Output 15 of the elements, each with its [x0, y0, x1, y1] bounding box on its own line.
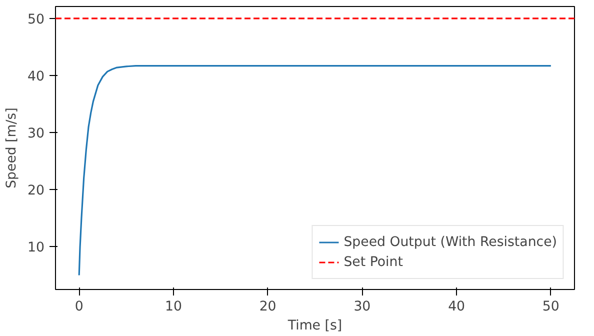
- y-tick-label: 50: [28, 12, 45, 28]
- x-tick-label: 0: [74, 300, 84, 314]
- y-tick-label: 20: [28, 184, 45, 199]
- y-axis-title: Speed [m/s]: [4, 108, 20, 188]
- x-axis-title: Time [s]: [286, 318, 342, 334]
- x-tick-label: 30: [354, 300, 371, 314]
- legend-label: Set Point: [344, 254, 403, 270]
- y-tick-label: 40: [28, 70, 45, 85]
- y-tick-label: 30: [28, 126, 45, 142]
- x-tick-label: 10: [164, 300, 182, 314]
- x-tick-label: 20: [259, 300, 276, 314]
- x-tick-label: 40: [448, 300, 466, 314]
- legend-label: Speed Output (With Resistance): [344, 234, 557, 250]
- y-tick-label: 10: [28, 240, 45, 256]
- x-tick-label: 50: [542, 300, 560, 314]
